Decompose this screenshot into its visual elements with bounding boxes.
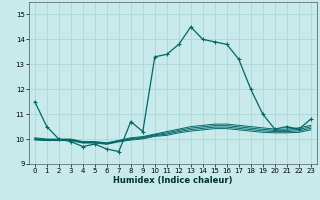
X-axis label: Humidex (Indice chaleur): Humidex (Indice chaleur) [113,176,233,185]
